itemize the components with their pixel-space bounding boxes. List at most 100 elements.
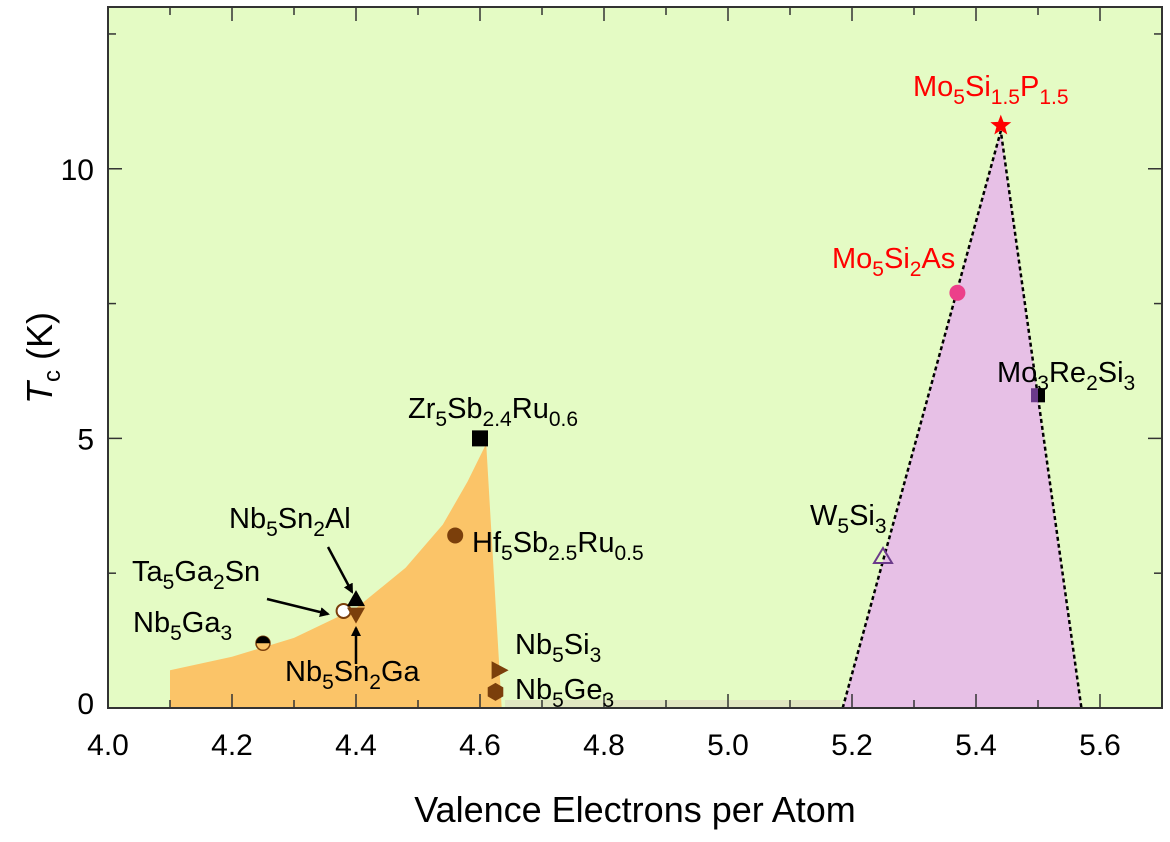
- label-text: Si: [884, 243, 910, 275]
- label-subscript: 3: [220, 622, 232, 645]
- label-subscript: 5: [435, 408, 447, 431]
- point-label-Hf5Sb2.5Ru0.5: Hf5Sb2.5Ru0.5: [472, 527, 644, 565]
- marker-open-triangle: [872, 546, 894, 565]
- y-tick-label: 10: [61, 154, 94, 187]
- data-point-Nb5Sn2Ga: [347, 607, 365, 624]
- data-point-Nb5Ga3: [255, 635, 271, 652]
- annotation-arrows: [266, 546, 361, 664]
- label-text: Si: [965, 71, 991, 103]
- label-subscript: 5: [953, 86, 965, 109]
- label-text: P: [1020, 71, 1039, 103]
- marker-triangle-up: [347, 590, 365, 607]
- label-text: Ga: [182, 607, 222, 639]
- label-subscript: 2: [313, 518, 325, 541]
- axis-ticks: 4.0 4.2 4.4 4.6 4.8 5.0 5.2 5.4 5.6 0 5 10: [61, 7, 1163, 762]
- point-label-Nb5Si3: Nb5Si3: [515, 629, 601, 667]
- y-label-sub: c: [39, 370, 66, 382]
- marker-triangle-down: [347, 607, 365, 624]
- y-tick-label: 0: [77, 688, 94, 721]
- label-text: Ga: [381, 656, 421, 688]
- y-axis-label: Tc (K): [19, 312, 66, 404]
- label-text: Si: [564, 629, 590, 661]
- point-labels: Nb5Ga3Ta5Ga2SnNb5Sn2AlNb5Sn2GaZr5Sb2.4Ru…: [132, 71, 1135, 712]
- point-label-Ta5Ga2Sn: Ta5Ga2Sn: [132, 556, 260, 594]
- x-axis-label: Valence Electrons per Atom: [414, 789, 856, 830]
- label-subscript: 2: [1086, 372, 1098, 395]
- point-label-Zr5Sb2.4Ru0.6: Zr5Sb2.4Ru0.6: [408, 393, 578, 431]
- region-high-vec: [842, 131, 1082, 708]
- label-text: Sn: [334, 656, 369, 688]
- label-subscript: 0.6: [549, 408, 578, 431]
- data-point-Mo5Si1.5P1.5: [990, 114, 1012, 135]
- regions: [170, 130, 1083, 709]
- label-subscript: 2: [369, 671, 381, 694]
- label-subscript: 2: [213, 571, 225, 594]
- label-text: Nb: [515, 629, 552, 661]
- region-boundary-dotted: [841, 130, 1083, 709]
- label-subscript: 5: [501, 542, 513, 565]
- point-label-Mo5Si2As: Mo5Si2As: [832, 243, 955, 281]
- point-label-Nb5Ga3: Nb5Ga3: [133, 607, 232, 645]
- label-subscript: 5: [872, 258, 884, 281]
- point-label-Mo3Re2Si3: Mo3Re2Si3: [997, 357, 1135, 395]
- y-tick-label: 5: [77, 423, 94, 456]
- label-text: Ga: [174, 556, 214, 588]
- x-tick-label: 4.6: [459, 729, 501, 762]
- label-subscript: 5: [322, 671, 334, 694]
- data-points: [255, 114, 1045, 701]
- plot-frame: [107, 6, 1163, 709]
- label-subscript: 1.5: [1039, 86, 1068, 109]
- label-subscript: 3: [602, 689, 614, 712]
- label-text: Sn: [278, 503, 313, 535]
- label-subscript: 3: [590, 644, 602, 667]
- label-subscript: 3: [1037, 372, 1049, 395]
- baseline-strip: [505, 700, 840, 707]
- label-text: Nb: [285, 656, 322, 688]
- label-text: Sn: [225, 556, 260, 588]
- point-label-Nb5Ge3: Nb5Ge3: [515, 674, 614, 712]
- label-text: Hf: [472, 527, 502, 559]
- x-tick-label: 5.6: [1079, 729, 1121, 762]
- label-text: Ge: [564, 674, 603, 706]
- x-tick-label: 5.2: [831, 729, 873, 762]
- data-point-Zr5Sb2.4Ru0.6: [472, 430, 488, 447]
- data-point-Nb5Sn2Al: [347, 590, 365, 607]
- label-text: As: [921, 243, 955, 275]
- data-point-Nb5Ge3: [487, 682, 504, 701]
- label-subscript: 1.5: [991, 86, 1020, 109]
- label-text: W: [810, 500, 838, 532]
- point-label-Nb5Sn2Al: Nb5Sn2Al: [229, 503, 351, 541]
- y-label-unit: (K): [19, 312, 60, 370]
- marker-star: [990, 114, 1012, 135]
- label-subscript: 5: [163, 571, 175, 594]
- data-point-Hf5Sb2.5Ru0.5: [447, 527, 464, 544]
- label-subscript: 2.4: [483, 408, 513, 431]
- marker-circle: [447, 527, 464, 544]
- point-label-Nb5Sn2Ga: Nb5Sn2Ga: [285, 656, 420, 694]
- label-subscript: 5: [266, 518, 278, 541]
- label-subscript: 0.5: [614, 542, 643, 565]
- label-subscript: 5: [837, 515, 849, 538]
- data-point-Mo5Si2As: [949, 284, 966, 301]
- label-text: Ta: [132, 556, 164, 588]
- x-tick-label: 4.4: [335, 729, 377, 762]
- arrow-nb5sn2al: [326, 546, 354, 594]
- label-text: Mo: [832, 243, 872, 275]
- label-subscript: 3: [1124, 372, 1136, 395]
- arrow-ta5ga2sn: [266, 597, 330, 617]
- label-subscript: 5: [170, 622, 182, 645]
- point-label-Mo5Si1.5P1.5: Mo5Si1.5P1.5: [913, 71, 1069, 109]
- label-text: Al: [325, 503, 351, 535]
- data-point-Mo3Re2Si3: [1031, 388, 1045, 403]
- label-text: Mo: [913, 71, 953, 103]
- label-text: Nb: [229, 503, 266, 535]
- label-subscript: 2: [910, 258, 922, 281]
- label-text: Nb: [515, 674, 552, 706]
- data-point-W5Si3: [872, 546, 894, 565]
- label-text: Mo: [997, 357, 1037, 389]
- marker-hexagon: [487, 682, 504, 701]
- label-subscript: 2.5: [548, 542, 577, 565]
- point-label-W5Si3: W5Si3: [810, 500, 887, 538]
- label-text: Sb: [513, 527, 548, 559]
- x-tick-label: 4.0: [87, 729, 129, 762]
